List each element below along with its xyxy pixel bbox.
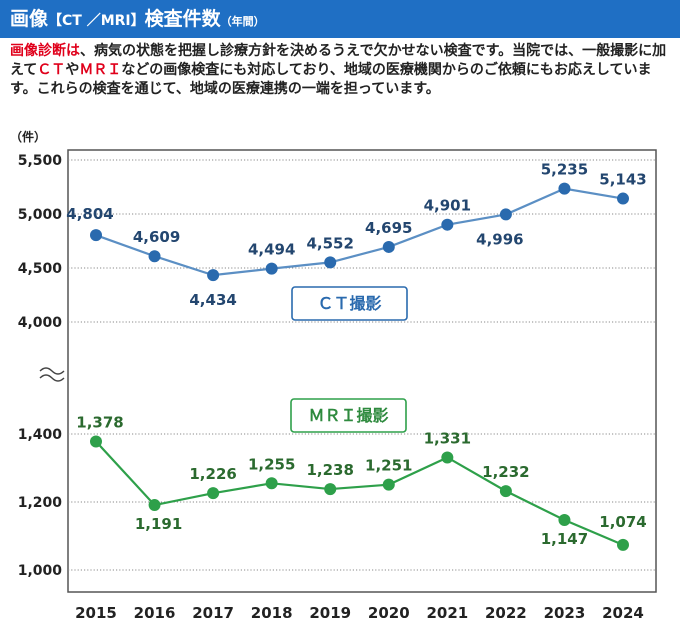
mri-data-label: 1,238 bbox=[306, 461, 353, 479]
legend-ct-label: ＣＴ撮影 bbox=[317, 294, 381, 313]
mri-point bbox=[148, 499, 161, 512]
mri-data-label: 1,331 bbox=[424, 429, 471, 447]
y-tick-label: 1,200 bbox=[18, 495, 63, 511]
x-tick-label: 2021 bbox=[426, 604, 468, 622]
ct-data-label: 4,804 bbox=[66, 205, 113, 223]
mri-point bbox=[207, 487, 220, 500]
legend-mri-box bbox=[290, 398, 407, 433]
y-tick-label: 1,400 bbox=[18, 427, 63, 443]
ct-point bbox=[382, 240, 395, 253]
intro-text-2: や bbox=[65, 62, 80, 78]
ct-data-label: 4,434 bbox=[189, 291, 236, 309]
mri-data-label: 1,232 bbox=[482, 463, 529, 481]
ct-point bbox=[499, 208, 512, 221]
y-tick-label: 5,000 bbox=[18, 207, 63, 223]
ct-data-label: 4,609 bbox=[133, 228, 180, 246]
x-tick-label: 2024 bbox=[602, 604, 644, 622]
mri-point bbox=[617, 538, 629, 551]
mri-point bbox=[265, 477, 278, 490]
x-tick-label: 2020 bbox=[368, 604, 410, 622]
mri-point bbox=[382, 478, 395, 491]
intro-paragraph: 画像診断は、病気の状態を把握し診療方針を決めるうえで欠かせない検査です。当院では… bbox=[10, 42, 674, 99]
legend-ct-box bbox=[291, 286, 408, 321]
x-tick-label: 2017 bbox=[192, 604, 234, 622]
ct-data-label: 4,901 bbox=[424, 197, 471, 215]
y-tick-label: 4,500 bbox=[18, 261, 63, 277]
mri-data-label: 1,226 bbox=[189, 465, 236, 483]
x-tick-label: 2019 bbox=[309, 604, 351, 622]
y-tick-label: 5,500 bbox=[18, 153, 63, 169]
ct-data-label: 4,494 bbox=[248, 241, 295, 259]
y-tick-label: 1,000 bbox=[18, 563, 63, 579]
intro-highlight-mri: ＭＲＩ bbox=[79, 62, 122, 78]
mri-data-label: 1,251 bbox=[365, 457, 412, 475]
mri-data-label: 1,191 bbox=[135, 515, 182, 533]
mri-data-label: 1,147 bbox=[541, 530, 588, 548]
title-period: （年間） bbox=[220, 15, 265, 28]
y-unit-label: （件） bbox=[10, 129, 46, 144]
mri-point bbox=[499, 485, 512, 498]
mri-point bbox=[558, 514, 571, 527]
ct-point bbox=[441, 218, 454, 231]
ct-point bbox=[617, 192, 629, 205]
title-main-2: 検査件数 bbox=[144, 8, 221, 30]
page-title: 画像【CT ／MRI】検査件数（年間） bbox=[10, 0, 265, 38]
mri-data-label: 1,074 bbox=[599, 513, 646, 531]
mri-point bbox=[441, 451, 454, 464]
intro-text-1: 、病気の状態を把握し診療方針を決めるうえで欠かせない検査です。当院では、一般撮影… bbox=[10, 43, 667, 78]
x-tick-label: 2023 bbox=[544, 604, 586, 622]
ct-point bbox=[324, 256, 337, 269]
ct-point bbox=[207, 269, 220, 282]
header-bar: 画像【CT ／MRI】検査件数（年間） bbox=[0, 0, 680, 38]
mri-point bbox=[90, 435, 102, 448]
ct-data-label: 4,695 bbox=[365, 219, 412, 237]
ct-series-line bbox=[95, 187, 624, 277]
mri-point bbox=[324, 483, 337, 496]
x-tick-label: 2022 bbox=[485, 604, 527, 622]
axis-break-mark bbox=[39, 374, 65, 382]
ct-point bbox=[90, 229, 102, 242]
legend-mri-label: ＭＲＩ撮影 bbox=[308, 406, 388, 425]
ct-data-label: 5,143 bbox=[599, 171, 646, 189]
intro-highlight-ct: ＣＴ bbox=[37, 62, 66, 78]
x-tick-label: 2015 bbox=[75, 604, 117, 622]
ct-point bbox=[148, 250, 161, 263]
axis-break-gap bbox=[38, 365, 64, 381]
intro-text-3: などの画像検査にも対応しており、地域の医療機関からのご依頼にもお応えしています。… bbox=[10, 62, 652, 97]
ct-point bbox=[265, 262, 278, 275]
mri-series-line bbox=[95, 440, 624, 546]
mri-data-label: 1,255 bbox=[248, 455, 295, 473]
ct-data-label: 4,552 bbox=[306, 234, 353, 252]
mri-data-label: 1,378 bbox=[76, 413, 123, 431]
title-modalities: 【CT ／MRI】 bbox=[48, 13, 145, 29]
intro-highlight: 画像診断は bbox=[10, 43, 80, 59]
title-main: 画像 bbox=[10, 8, 49, 30]
x-tick-label: 2018 bbox=[251, 604, 293, 622]
ct-data-label: 5,235 bbox=[541, 161, 588, 179]
ct-data-label: 4,996 bbox=[476, 230, 523, 248]
ct-point bbox=[558, 182, 571, 195]
axis-break-mark bbox=[39, 367, 65, 375]
plot-frame bbox=[67, 149, 657, 593]
y-tick-label: 4,000 bbox=[18, 315, 63, 331]
x-tick-label: 2016 bbox=[134, 604, 176, 622]
